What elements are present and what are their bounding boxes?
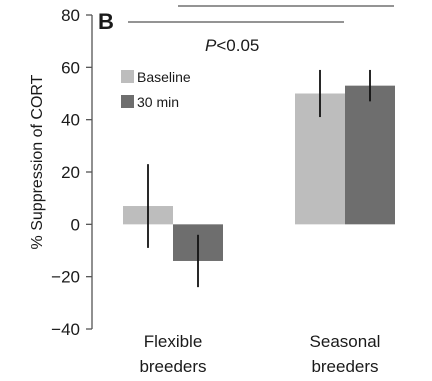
- y-tick-label: 60: [61, 58, 80, 77]
- category-label: Seasonal: [310, 332, 381, 351]
- category-label: breeders: [311, 357, 378, 376]
- p-symbol: P: [205, 36, 217, 55]
- y-tick-label: 20: [61, 163, 80, 182]
- legend-label: 30 min: [137, 94, 179, 110]
- y-tick-label: −20: [51, 268, 80, 287]
- category-label: breeders: [139, 357, 206, 376]
- category-label: Flexible: [144, 332, 203, 351]
- y-ticks: −40 −20 0 20 40 60 80: [51, 6, 92, 339]
- legend-swatch: [121, 70, 134, 83]
- legend: Baseline 30 min: [121, 69, 191, 110]
- significance-brackets: P<0.05: [128, 5, 394, 55]
- bars: [123, 85, 395, 261]
- panel-label: B: [98, 9, 114, 34]
- y-tick-label: −40: [51, 320, 80, 339]
- y-axis-label: % Suppression of CORT: [29, 74, 46, 249]
- axes: −40 −20 0 20 40 60 80: [51, 6, 93, 339]
- y-tick-label: 40: [61, 111, 80, 130]
- error-bars: [147, 69, 371, 288]
- y-tick-label: 80: [61, 6, 80, 25]
- bar: [345, 85, 395, 225]
- category-labels: Flexible breeders Seasonal breeders: [139, 332, 380, 376]
- legend-label: Baseline: [137, 69, 191, 85]
- significance-annotation: P<0.05: [205, 36, 259, 55]
- p-threshold: <0.05: [216, 36, 259, 55]
- legend-swatch: [121, 95, 134, 108]
- y-tick-label: 0: [71, 215, 80, 234]
